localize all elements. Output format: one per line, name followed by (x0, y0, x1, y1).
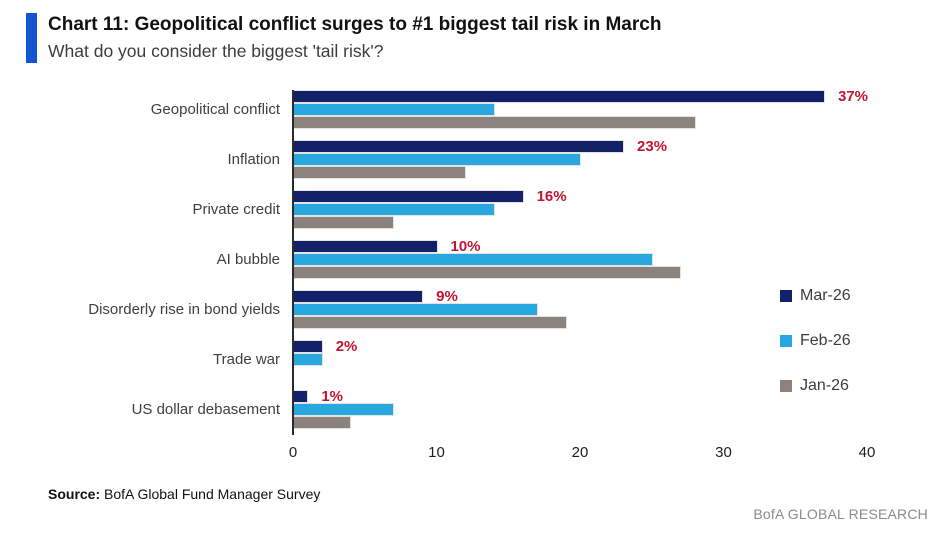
legend-swatch-feb-26-icon (780, 335, 792, 347)
bar-jan-26 (294, 316, 567, 329)
bar-line-mar-26: 1% (294, 388, 894, 405)
x-tick-label: 30 (715, 444, 732, 461)
chart-title: Chart 11: Geopolitical conflict surges t… (48, 14, 662, 35)
bar-set: 9% (294, 288, 894, 329)
bar-mar-26 (294, 140, 625, 153)
bar-mar-26 (294, 190, 524, 203)
brand-label: BofA GLOBAL RESEARCH (753, 506, 928, 522)
x-tick-label: 40 (858, 444, 876, 461)
bar-chart: Geopolitical conflict 37% Inflation 23% Priv… (0, 88, 934, 461)
bar-line-feb-26 (294, 203, 894, 216)
category-label: Geopolitical conflict (150, 101, 280, 118)
category-label: Trade war (213, 351, 280, 368)
value-label: 37% (837, 88, 868, 105)
bar-line-feb-26 (294, 253, 894, 266)
bar-line-mar-26: 2% (294, 338, 894, 355)
bar-group-private-credit: Private credit 16% (0, 188, 934, 229)
bar-group-trade-war: Trade war 2% (0, 338, 934, 379)
bar-mar-26 (294, 290, 424, 303)
bar-jan-26 (294, 266, 682, 279)
bar-line-jan-26 (294, 266, 894, 279)
title-block: Chart 11: Geopolitical conflict surges t… (48, 13, 661, 63)
bar-line-mar-26: 9% (294, 288, 894, 305)
value-label: 2% (335, 338, 358, 355)
bar-rows: Geopolitical conflict 37% Inflation 23% Priv… (0, 88, 934, 429)
source-note: Source: BofA Global Fund Manager Survey (48, 486, 320, 502)
value-label: 16% (536, 188, 567, 205)
bar-line-jan-26 (294, 316, 894, 329)
legend-item-mar-26: Mar-26 (780, 287, 851, 304)
bar-set: 2% (294, 338, 894, 379)
bar-line-mar-26: 16% (294, 188, 894, 205)
chart-subtitle: What do you consider the biggest 'tail r… (48, 40, 384, 61)
bar-mar-26 (294, 240, 438, 253)
bar-feb-26 (294, 303, 538, 316)
bar-feb-26 (294, 103, 495, 116)
bar-jan-26 (294, 116, 696, 129)
bar-line-mar-26: 37% (294, 88, 894, 105)
x-axis: 0 10 20 30 40 (289, 438, 876, 461)
legend-swatch-jan-26-icon (780, 380, 792, 392)
y-axis-line (292, 90, 294, 435)
legend-label: Feb-26 (800, 332, 851, 349)
bar-line-feb-26 (294, 153, 894, 166)
bar-jan-26 (294, 216, 395, 229)
chart-header: Chart 11: Geopolitical conflict surges t… (26, 13, 661, 63)
bar-set: 1% (294, 388, 894, 429)
value-label: 9% (436, 288, 458, 305)
bar-line-jan-26 (294, 216, 894, 229)
x-tick-label: 20 (571, 444, 589, 461)
bar-mar-26 (294, 90, 825, 103)
bar-line-jan-26 (294, 116, 894, 129)
legend-swatch-mar-26-icon (780, 290, 792, 302)
bar-line-feb-26 (294, 103, 894, 116)
bar-mar-26 (294, 390, 309, 403)
source-text: BofA Global Fund Manager Survey (104, 486, 321, 502)
bar-set: 23% (294, 138, 894, 179)
x-tick-label: 0 (288, 444, 298, 461)
legend-label: Mar-26 (800, 287, 851, 304)
bar-set: 16% (294, 188, 894, 229)
bar-group-disorderly-rise-in-bond-yields: Disorderly rise in bond yields 9% (0, 288, 934, 329)
bar-line-mar-26: 10% (294, 238, 894, 255)
bar-group-us-dollar-debasement: US dollar debasement 1% (0, 388, 934, 429)
bar-set: 37% (294, 88, 894, 129)
value-label: 10% (450, 238, 481, 255)
x-tick-label: 10 (428, 444, 445, 461)
bar-line-mar-26: 23% (294, 138, 894, 155)
bar-group-inflation: Inflation 23% (0, 138, 934, 179)
bar-group-geopolitical-conflict: Geopolitical conflict 37% (0, 88, 934, 129)
bar-feb-26 (294, 253, 653, 266)
bar-jan-26 (294, 166, 467, 179)
bar-feb-26 (294, 203, 495, 216)
bar-set: 10% (294, 238, 894, 279)
bar-line-feb-26 (294, 303, 894, 316)
category-label: Disorderly rise in bond yields (88, 301, 280, 318)
category-label: Inflation (227, 151, 280, 168)
bar-line-feb-26 (294, 403, 894, 416)
bar-feb-26 (294, 153, 581, 166)
title-accent-bar (26, 13, 37, 63)
legend-item-jan-26: Jan-26 (780, 377, 851, 394)
bar-feb-26 (294, 353, 323, 366)
bar-feb-26 (294, 403, 395, 416)
category-label: US dollar debasement (131, 401, 280, 418)
legend-item-feb-26: Feb-26 (780, 332, 851, 349)
value-label: 1% (321, 388, 344, 405)
legend-label: Jan-26 (800, 377, 849, 394)
chart-legend: Mar-26 Feb-26 Jan-26 (780, 287, 851, 394)
bar-line-feb-26 (294, 353, 894, 366)
bar-group-ai-bubble: AI bubble 10% (0, 238, 934, 279)
category-label: AI bubble (216, 251, 280, 268)
bar-line-jan-26 (294, 166, 894, 179)
value-label: 23% (637, 138, 668, 155)
category-label: Private credit (192, 201, 280, 218)
bar-mar-26 (294, 340, 323, 353)
bar-line-jan-26 (294, 416, 894, 429)
bar-jan-26 (294, 416, 352, 429)
source-label: Source: (48, 486, 101, 502)
